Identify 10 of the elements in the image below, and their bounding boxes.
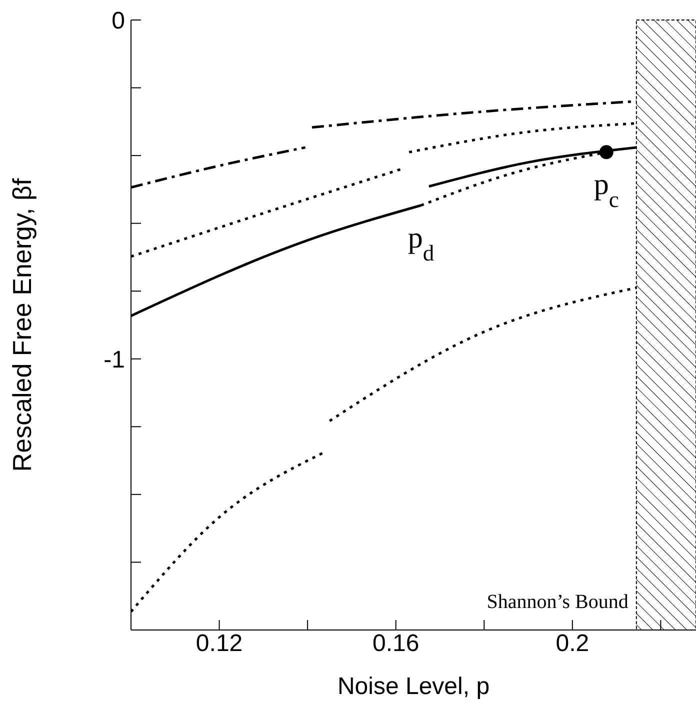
y-axis-title: Rescaled Free Energy, βf bbox=[7, 178, 38, 472]
annotation: p$_{c}$ bbox=[594, 168, 619, 212]
x-tick-label: 0.16 bbox=[372, 630, 420, 658]
band-label: Shannon’s Bound bbox=[486, 591, 628, 613]
annotation: p$_{d}$ bbox=[408, 221, 434, 265]
y-tick-label: 0 bbox=[112, 8, 125, 35]
x-tick-label: 0.12 bbox=[196, 630, 243, 658]
y-tick-label: -1 bbox=[104, 346, 125, 374]
x-tick-label: 0.2 bbox=[556, 630, 590, 658]
x-axis-title: Noise Level, p bbox=[337, 673, 490, 700]
